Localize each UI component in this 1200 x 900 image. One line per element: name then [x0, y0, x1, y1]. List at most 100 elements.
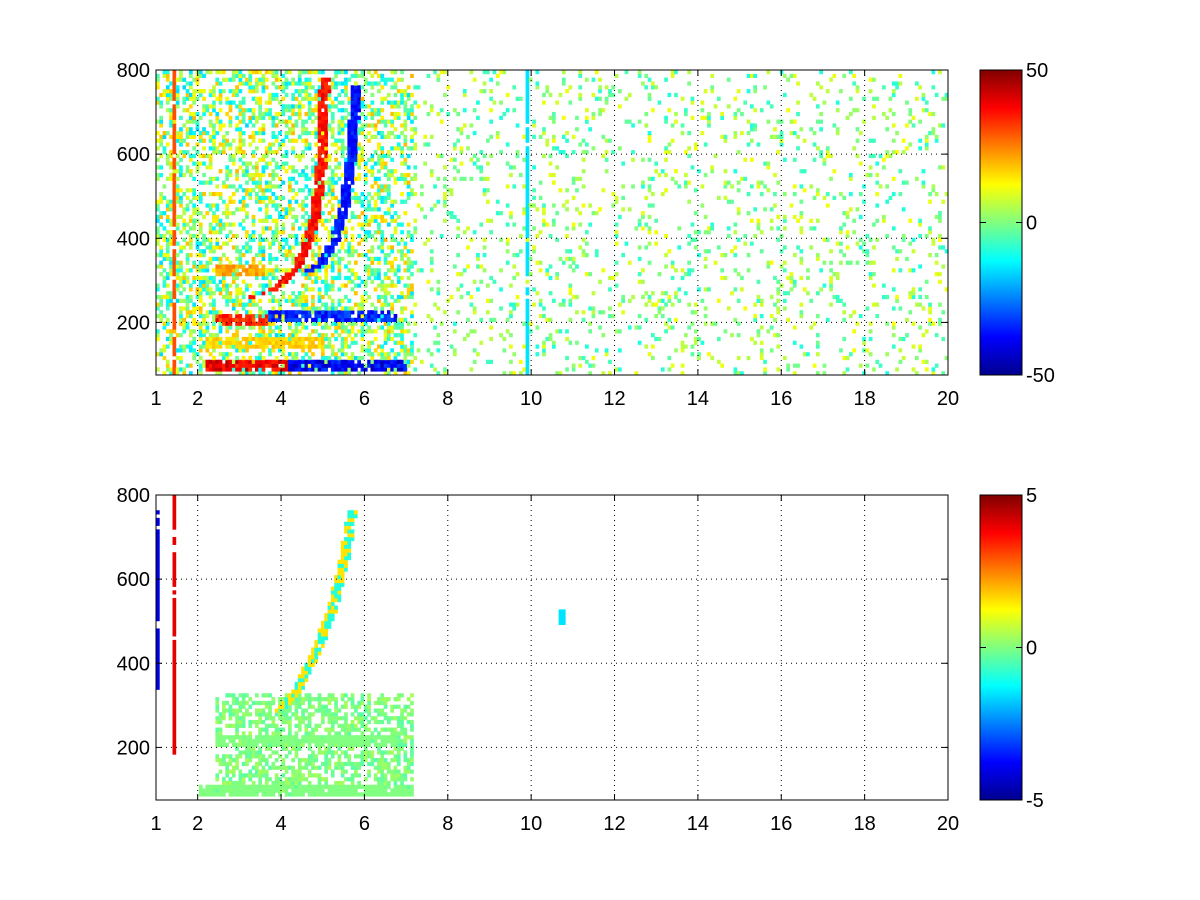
heatmap-cell: [330, 233, 335, 239]
heatmap-cell: [156, 517, 160, 523]
heatmap-cell: [264, 226, 269, 231]
heatmap-cell: [189, 237, 193, 242]
heatmap-cell: [311, 207, 315, 212]
heatmap-cell: [189, 92, 193, 98]
heatmap-cell: [380, 279, 385, 284]
heatmap-cell: [324, 153, 328, 159]
heatmap-cell: [235, 325, 239, 330]
heatmap-cell: [288, 180, 292, 185]
heatmap-cell: [525, 218, 530, 223]
heatmap-cell: [297, 359, 302, 364]
heatmap-cell: [340, 192, 345, 197]
heatmap-cell: [182, 344, 187, 349]
heatmap-cell: [895, 367, 899, 372]
heatmap-cell: [347, 100, 352, 105]
heatmap-cell: [198, 294, 203, 300]
heatmap-cell: [156, 367, 160, 372]
heatmap-cell: [367, 329, 371, 334]
heatmap-cell: [736, 211, 741, 216]
heatmap-cell: [175, 226, 180, 231]
heatmap-cell: [651, 176, 655, 181]
heatmap-cell: [816, 253, 820, 258]
heatmap-cell: [901, 237, 906, 242]
heatmap-cell: [165, 157, 170, 162]
heatmap-cell: [235, 367, 239, 372]
heatmap-cell: [598, 111, 602, 117]
heatmap-cell: [195, 77, 200, 82]
heatmap-cell: [317, 340, 322, 345]
heatmap-cell: [796, 218, 800, 223]
heatmap-cell: [406, 264, 411, 269]
heatmap-cell: [525, 233, 530, 239]
heatmap-cell: [301, 119, 305, 124]
heatmap-cell: [264, 268, 269, 273]
heatmap-cell: [271, 275, 276, 281]
heatmap-cell: [779, 119, 784, 124]
heatmap-cell: [261, 272, 266, 277]
heatmap-cell: [337, 363, 342, 368]
heatmap-cell: [238, 207, 243, 212]
heatmap-cell: [453, 321, 457, 326]
heatmap-cell: [225, 169, 229, 174]
heatmap-cell: [667, 355, 672, 361]
heatmap-cell: [218, 272, 223, 277]
heatmap-cell: [578, 70, 583, 75]
heatmap-cell: [344, 184, 348, 189]
heatmap-cell: [855, 207, 860, 212]
heatmap-cell: [268, 336, 272, 342]
heatmap-cell: [304, 306, 309, 311]
heatmap-cell: [248, 367, 253, 372]
heatmap-cell: [542, 127, 546, 132]
heatmap-cell: [185, 325, 190, 330]
heatmap-cell: [614, 199, 619, 204]
heatmap-cell: [235, 249, 239, 254]
heatmap-cell: [208, 192, 213, 197]
heatmap-cell: [311, 203, 315, 208]
heatmap-cell: [284, 161, 289, 166]
heatmap-cell: [241, 245, 246, 250]
heatmap-cell: [297, 363, 302, 368]
heatmap-cell: [750, 157, 754, 162]
heatmap-cell: [189, 340, 193, 345]
heatmap-cell: [321, 123, 325, 128]
heatmap-cell: [568, 264, 573, 269]
heatmap-cell: [218, 371, 223, 375]
heatmap-cell: [598, 310, 602, 315]
heatmap-cell: [360, 153, 365, 159]
heatmap-cell: [218, 344, 223, 349]
heatmap-cell: [829, 153, 833, 159]
heatmap-cell: [159, 123, 163, 128]
heatmap-cell: [248, 371, 253, 375]
heatmap-cell: [403, 134, 408, 140]
heatmap-cell: [855, 108, 860, 113]
heatmap-cell: [377, 367, 381, 372]
heatmap-cell: [740, 287, 744, 292]
heatmap-cell: [568, 256, 573, 262]
heatmap-cell: [941, 371, 946, 375]
heatmap-cell: [512, 222, 517, 227]
heatmap-cell: [304, 184, 309, 189]
heatmap-cell: [918, 264, 922, 269]
heatmap-cell: [182, 153, 187, 159]
heatmap-cell: [759, 340, 764, 345]
heatmap-cell: [344, 146, 348, 151]
heatmap-cell: [726, 199, 731, 204]
heatmap-cell: [383, 195, 388, 201]
heatmap-cell: [212, 336, 216, 342]
heatmap-cell: [555, 275, 559, 281]
heatmap-cell: [192, 119, 196, 124]
heatmap-cell: [525, 241, 530, 246]
heatmap-cell: [660, 192, 665, 197]
heatmap-cell: [218, 119, 223, 124]
heatmap-cell: [799, 344, 804, 349]
heatmap-cell: [311, 317, 315, 323]
heatmap-cell: [294, 340, 299, 345]
heatmap-cell: [185, 294, 190, 300]
heatmap-cell: [340, 298, 345, 303]
heatmap-cell: [337, 298, 342, 303]
heatmap-cell: [317, 180, 322, 185]
heatmap-cell: [321, 256, 325, 262]
heatmap-cell: [783, 355, 787, 361]
heatmap-cell: [383, 165, 388, 170]
heatmap-cell: [647, 138, 652, 143]
